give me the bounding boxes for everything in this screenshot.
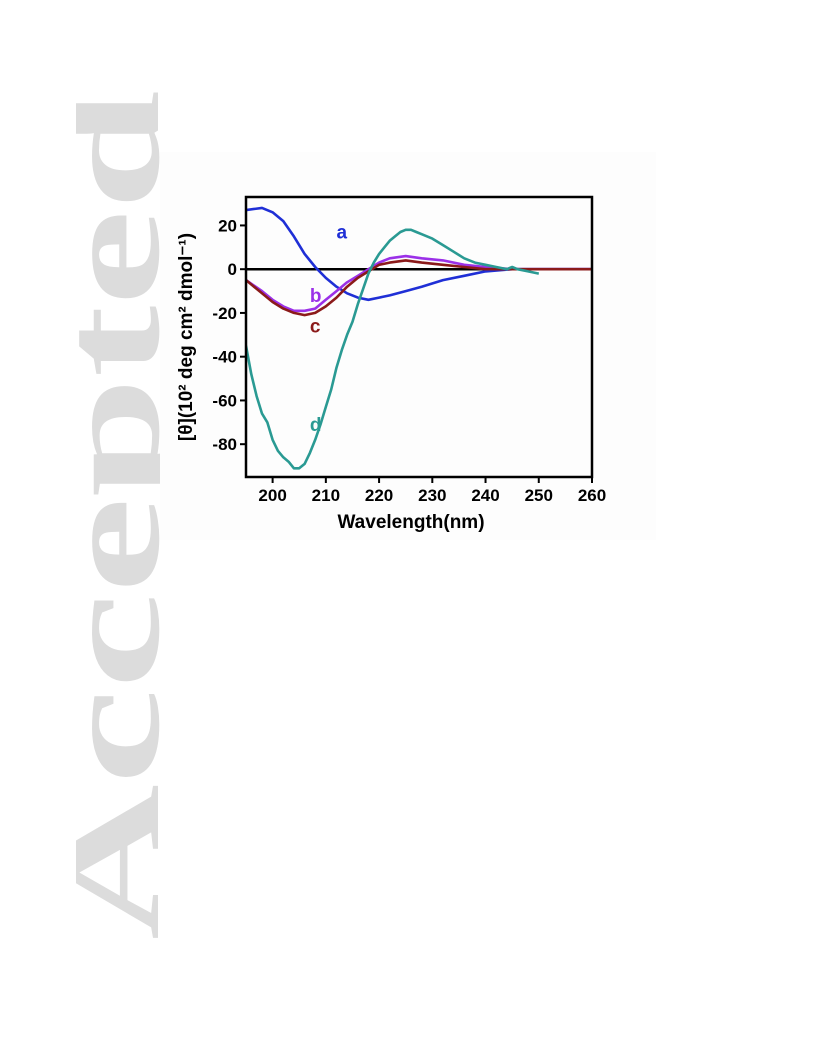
y-tick-label: -60 <box>212 391 237 410</box>
x-tick-label: 210 <box>312 486 340 505</box>
y-tick-label: 0 <box>228 260 237 279</box>
series-line-d <box>246 228 540 470</box>
series-label-c: c <box>310 317 321 338</box>
x-tick-label: 200 <box>258 486 286 505</box>
y-tick-label: -40 <box>212 348 237 367</box>
plot-frame <box>244 195 594 479</box>
y-tick-label: -80 <box>212 435 237 454</box>
figure-panel: a b c d 200 210 220 230 240 250 260 20 0 -20 -40 -60 -80… <box>160 152 656 540</box>
x-axis-title: Wavelength(nm) <box>337 512 484 533</box>
series-label-b: b <box>310 286 322 307</box>
x-tick-label: 220 <box>365 486 393 505</box>
y-axis-title: [θ](10² deg cm² dmol⁻¹) <box>176 233 197 441</box>
series-line-a <box>246 206 592 302</box>
x-tick-label: 230 <box>418 486 446 505</box>
watermark-text: Accepted <box>76 90 172 940</box>
y-tick-label: -20 <box>212 304 237 323</box>
series-label-d: d <box>310 415 322 436</box>
x-tick-label: 260 <box>578 486 606 505</box>
x-tick-label: 250 <box>525 486 553 505</box>
series-label-a: a <box>336 223 347 244</box>
accepted-watermark: Accepted <box>76 90 172 940</box>
series-line-b <box>246 254 592 313</box>
y-tick-label: 20 <box>218 216 237 235</box>
x-tick-label: 240 <box>471 486 499 505</box>
series-line-c <box>246 259 592 317</box>
